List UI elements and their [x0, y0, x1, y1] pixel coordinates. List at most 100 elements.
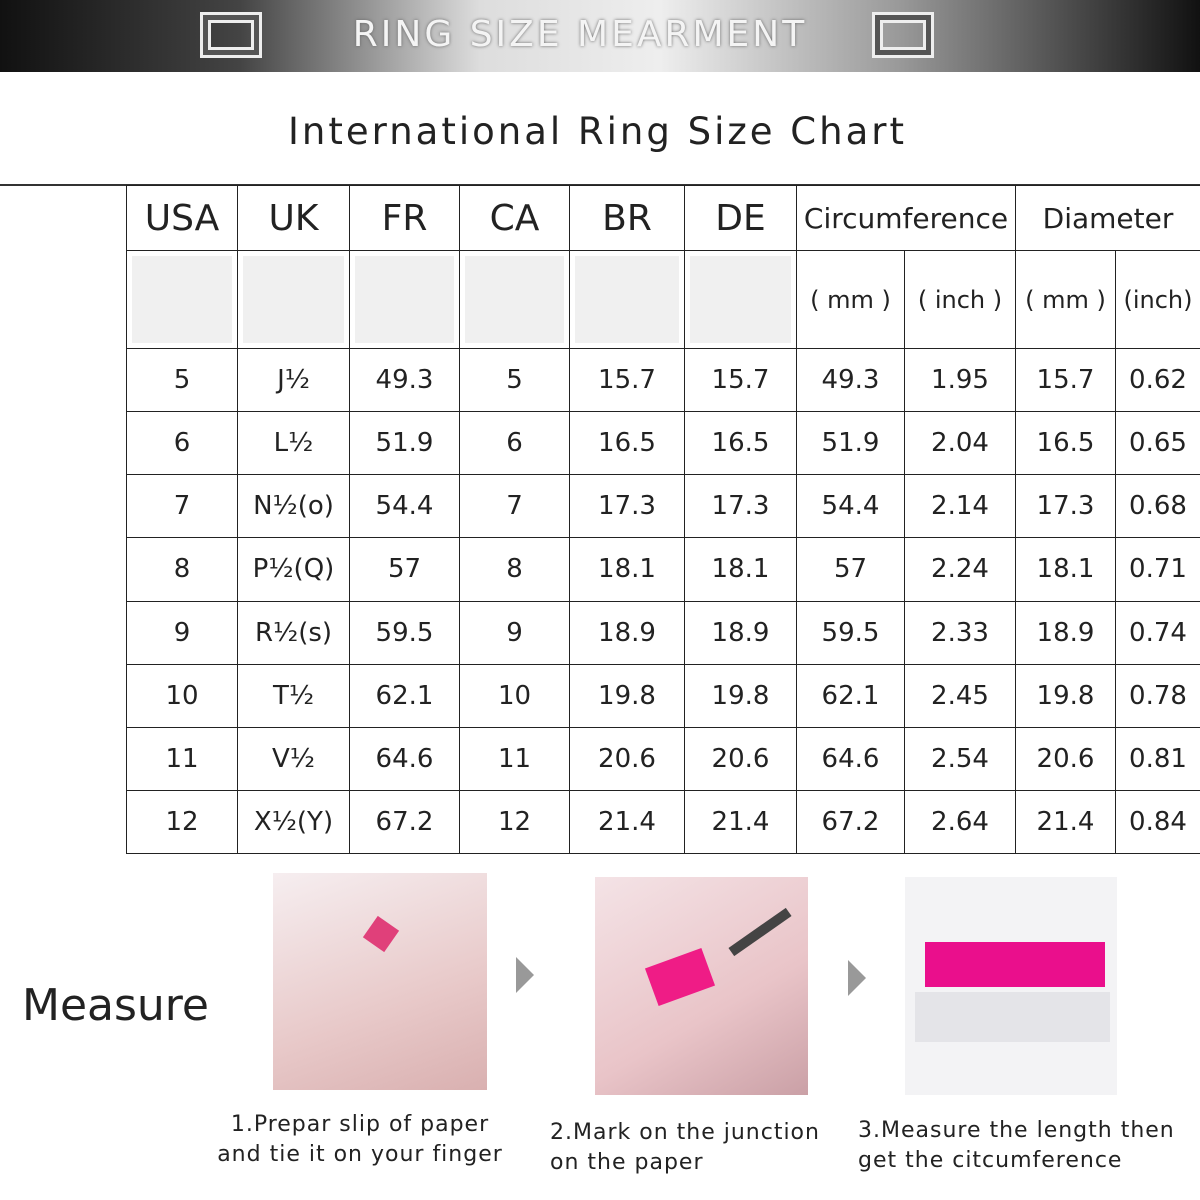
arrow [848, 960, 866, 996]
table-cell: R½(s) [237, 600, 350, 665]
column-header: Circumference [796, 185, 1016, 251]
table-cell: 20.6 [569, 726, 685, 791]
banner: RING SIZE MEARMENT [0, 0, 1200, 72]
table-cell: 10 [459, 663, 570, 728]
table-cell: 64.6 [796, 726, 905, 791]
step-caption: 1.Prepar slip of paper and tie it on you… [200, 1110, 520, 1170]
table-cell: 0.65 [1115, 411, 1200, 476]
table-cell: 6 [459, 411, 570, 476]
table-cell: 2.45 [904, 663, 1016, 728]
table-cell: V½ [237, 726, 350, 791]
caption-line: get the citcumference [858, 1148, 1123, 1173]
table-cell: 2.33 [904, 600, 1016, 665]
table-cell: 17.3 [684, 474, 797, 539]
header-blank [684, 250, 797, 349]
table-cell: 49.3 [796, 348, 905, 413]
table-cell: 19.8 [1015, 663, 1116, 728]
column-header: USA [126, 185, 238, 251]
column-subheader: ( inch ) [904, 250, 1016, 349]
table-cell: 59.5 [349, 600, 460, 665]
table-cell: 57 [349, 537, 460, 602]
column-subheader: (inch) [1115, 250, 1200, 349]
table-cell: 8 [126, 537, 238, 602]
column-subheader: ( mm ) [1015, 250, 1116, 349]
table-cell: 62.1 [349, 663, 460, 728]
table-cell: 2.04 [904, 411, 1016, 476]
table-cell: P½(Q) [237, 537, 350, 602]
table-cell: 8 [459, 537, 570, 602]
table-cell: 9 [126, 600, 238, 665]
table-cell: 20.6 [1015, 726, 1116, 791]
table-cell: 51.9 [349, 411, 460, 476]
table-cell: 12 [126, 789, 238, 854]
table-cell: 20.6 [684, 726, 797, 791]
table-cell: 9 [459, 600, 570, 665]
table-cell: 19.8 [569, 663, 685, 728]
paper-slip [644, 947, 716, 1007]
table-cell: X½(Y) [237, 789, 350, 854]
table-cell: 17.3 [1015, 474, 1116, 539]
table-cell: 0.78 [1115, 663, 1200, 728]
step-photo [273, 873, 487, 1090]
step-photo [595, 877, 808, 1095]
caption-line: on the paper [550, 1150, 704, 1175]
table-cell: 18.1 [1015, 537, 1116, 602]
table-cell: J½ [237, 348, 350, 413]
paper-slip [362, 915, 400, 953]
column-header: DE [684, 185, 797, 251]
table-cell: T½ [237, 663, 350, 728]
column-header: BR [569, 185, 685, 251]
table-cell: 5 [459, 348, 570, 413]
step-photo [905, 877, 1117, 1095]
table-cell: 18.1 [684, 537, 797, 602]
table-cell: 49.3 [349, 348, 460, 413]
step-caption: 3.Measure the length then get the citcum… [858, 1116, 1200, 1176]
table-cell: 51.9 [796, 411, 905, 476]
table-cell: 0.81 [1115, 726, 1200, 791]
banner-icon [200, 12, 262, 58]
column-header: UK [237, 185, 350, 251]
table-cell: 12 [459, 789, 570, 854]
table-cell: 7 [459, 474, 570, 539]
banner-icon [872, 12, 934, 58]
table-cell: 0.71 [1115, 537, 1200, 602]
table-cell: 6 [126, 411, 238, 476]
table-cell: 54.4 [796, 474, 905, 539]
table-cell: 57 [796, 537, 905, 602]
ruler [915, 992, 1110, 1042]
table-cell: 2.24 [904, 537, 1016, 602]
step-caption: 2.Mark on the junction on the paper [550, 1118, 850, 1178]
caption-line: 3.Measure the length then [858, 1118, 1175, 1143]
header-blank [459, 250, 570, 349]
table-cell: 11 [459, 726, 570, 791]
table-cell: 18.9 [1015, 600, 1116, 665]
header-blank [126, 250, 238, 349]
pen [728, 907, 792, 957]
chart-title: International Ring Size Chart [288, 110, 907, 153]
table-cell: 18.9 [569, 600, 685, 665]
caption-line: and tie it on your finger [217, 1142, 503, 1167]
header-blank [237, 250, 350, 349]
table-cell: 19.8 [684, 663, 797, 728]
table-cell: 67.2 [349, 789, 460, 854]
table-cell: 1.95 [904, 348, 1016, 413]
table-cell: 15.7 [569, 348, 685, 413]
table-cell: 18.9 [684, 600, 797, 665]
table-cell: 0.68 [1115, 474, 1200, 539]
table-cell: 2.54 [904, 726, 1016, 791]
column-header: FR [349, 185, 460, 251]
table-cell: 62.1 [796, 663, 905, 728]
table-cell: 21.4 [1015, 789, 1116, 854]
table-cell: 16.5 [569, 411, 685, 476]
table-cell: 64.6 [349, 726, 460, 791]
measure-label: Measure [22, 980, 209, 1031]
table-cell: L½ [237, 411, 350, 476]
column-subheader: ( mm ) [796, 250, 905, 349]
table-cell: 21.4 [684, 789, 797, 854]
table-cell: 10 [126, 663, 238, 728]
arrow [516, 957, 534, 993]
header-blank [569, 250, 685, 349]
table-cell: 17.3 [569, 474, 685, 539]
table-cell: 16.5 [684, 411, 797, 476]
